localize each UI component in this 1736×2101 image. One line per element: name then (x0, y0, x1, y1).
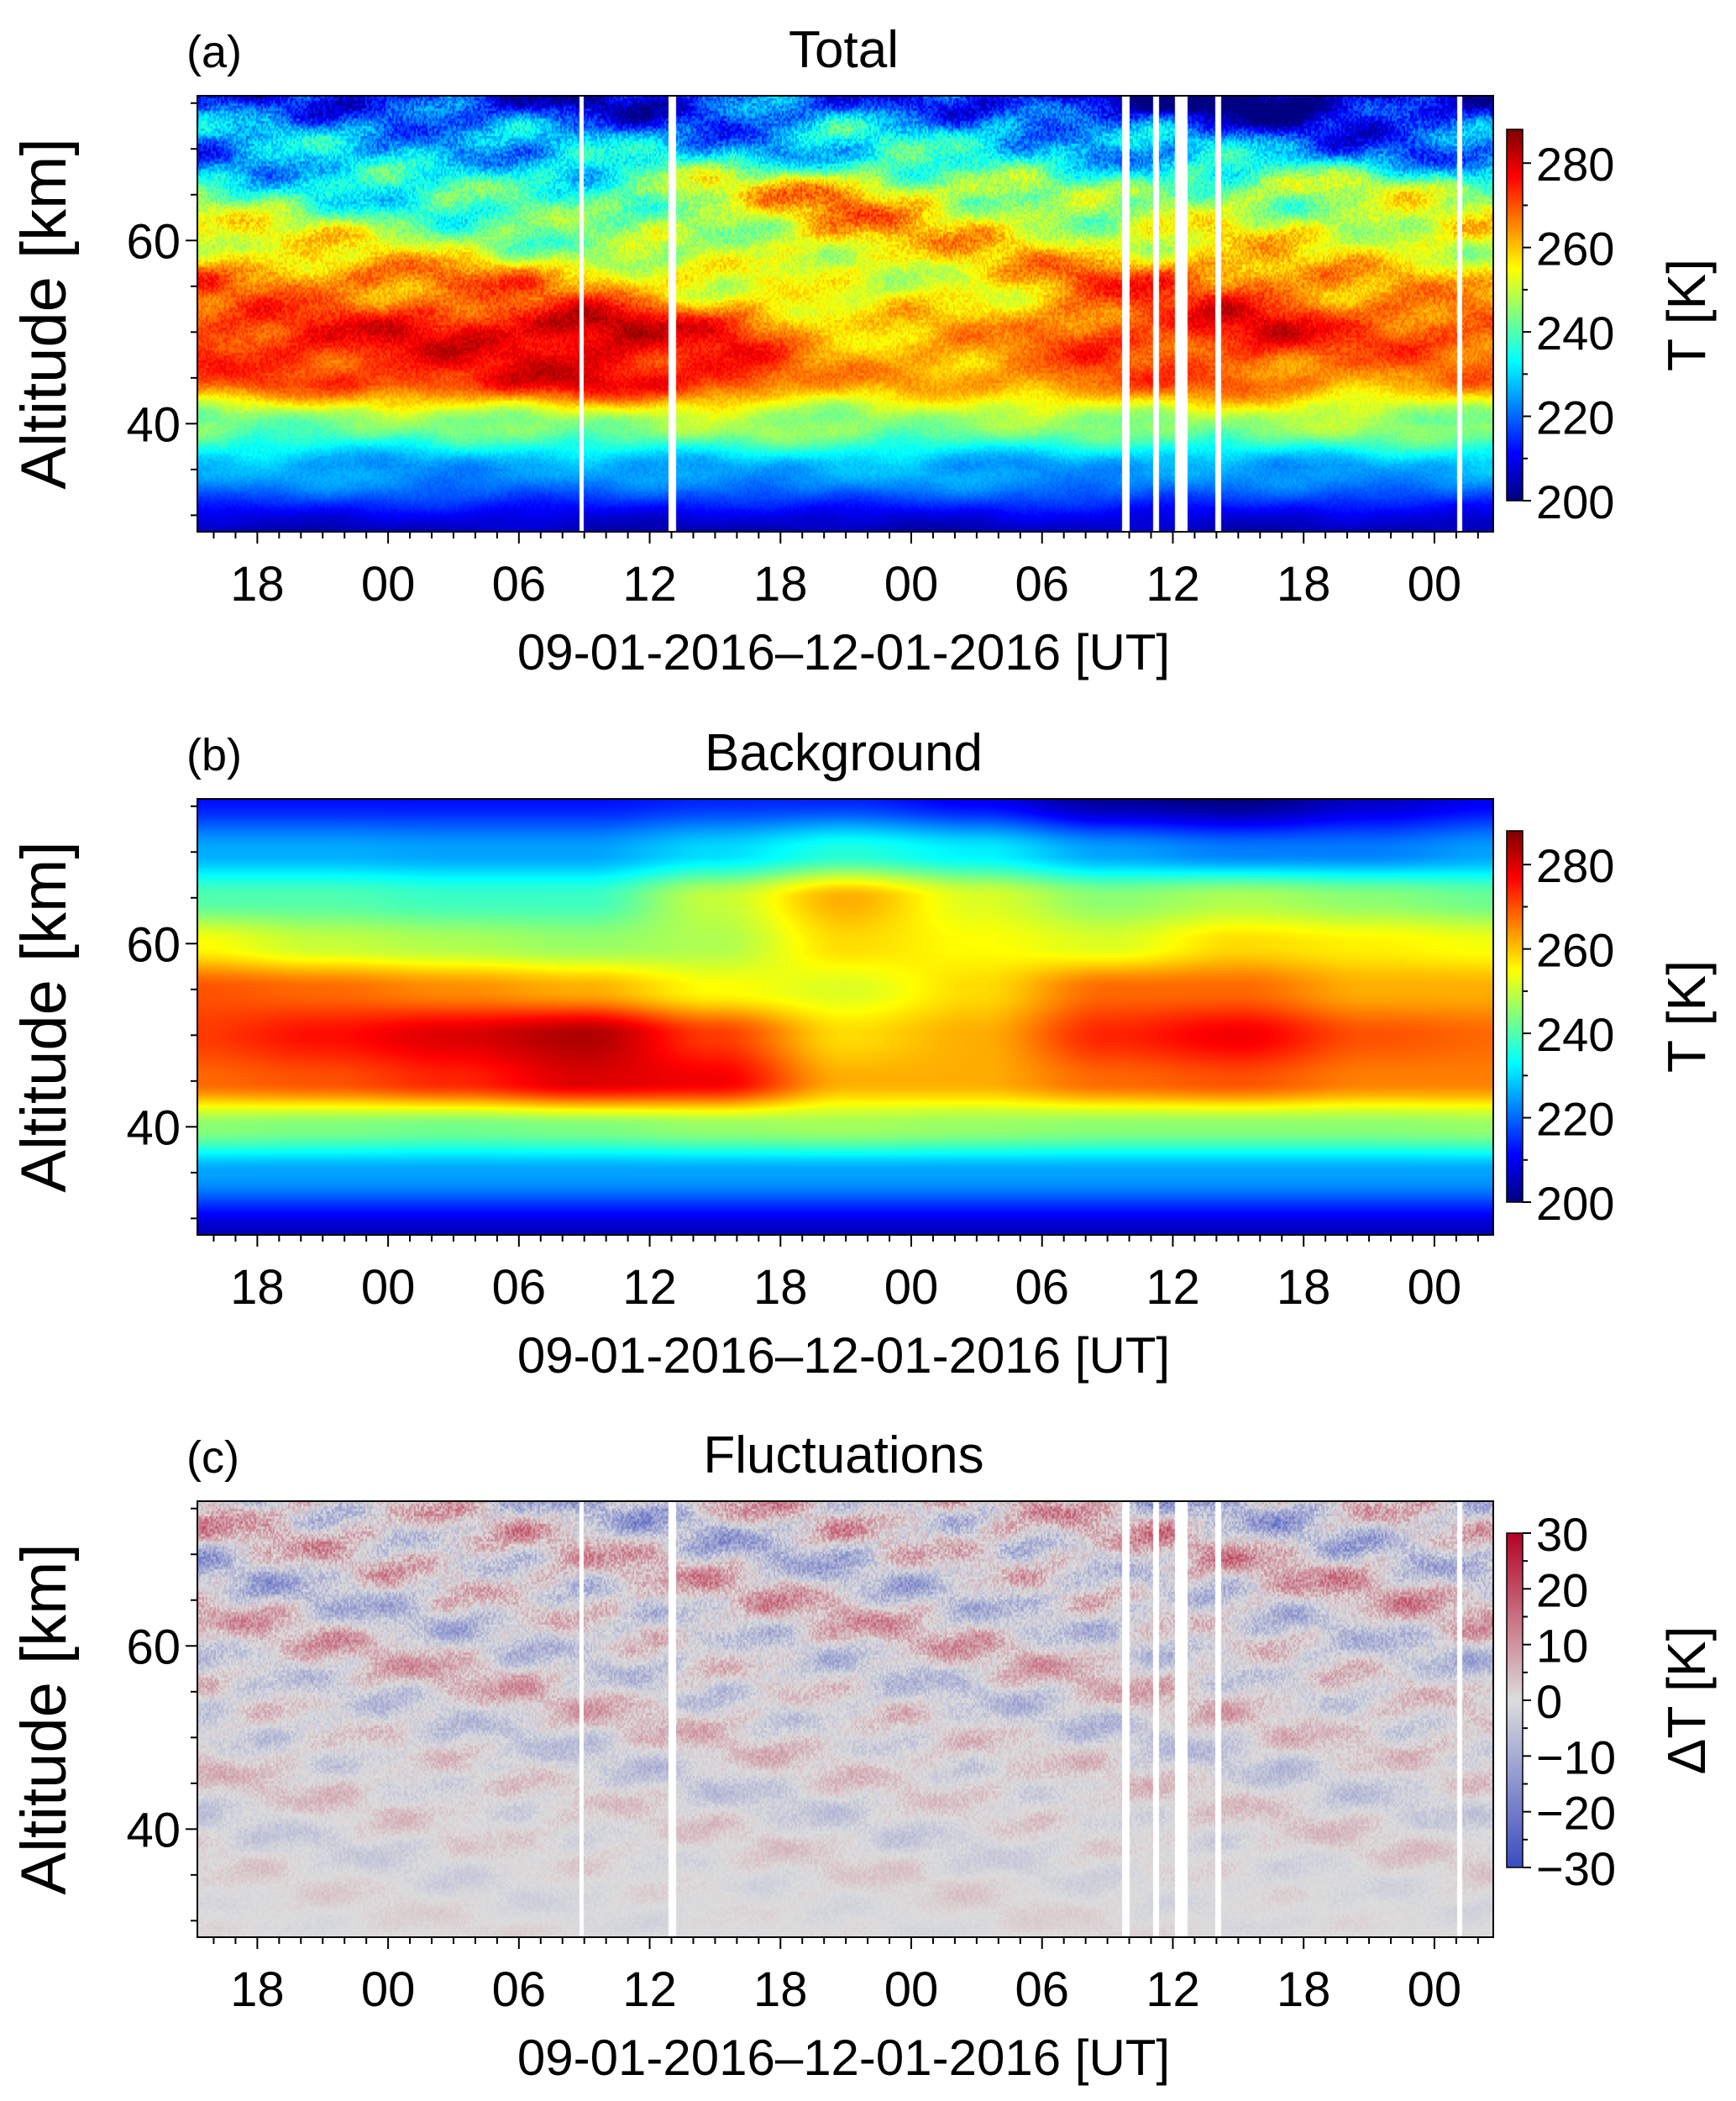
y-tick-label: 40 (126, 1803, 181, 1857)
x-tick-label: 18 (1277, 1962, 1331, 2017)
panel-b: (b) Background 18 00 06 12 18 00 06 12 18 00 09-01-2… (8, 724, 1717, 1384)
panel-title: Fluctuations (703, 1426, 983, 1484)
x-tick-label: 00 (1408, 1260, 1462, 1315)
y-tick-label: 40 (126, 397, 181, 452)
plot-frame (197, 95, 1494, 533)
x-tick-label: 06 (1015, 1260, 1069, 1315)
heatmap-fluctuations (197, 1501, 1493, 1937)
colorbar-background (1507, 831, 1523, 1202)
x-tick-label: 12 (622, 557, 677, 612)
colorbar-frame (1506, 129, 1524, 502)
y-tick-label: 60 (126, 214, 181, 269)
colorbar-tick-label: 0 (1536, 1675, 1562, 1728)
panel-label: (a) (186, 27, 242, 77)
y-axis-label: Altitude [km] (8, 138, 80, 489)
x-tick-label: 06 (492, 1962, 547, 2017)
x-tick-label: 00 (361, 1260, 416, 1315)
colorbar-tick-label: 280 (1536, 839, 1614, 892)
x-tick-label: 12 (1146, 1962, 1200, 2017)
colorbar-tick-label: −20 (1536, 1787, 1616, 1840)
x-tick-label: 18 (230, 557, 285, 612)
x-tick-label: 12 (622, 1260, 677, 1315)
x-tick-label: 18 (753, 1962, 808, 2017)
x-tick-label: 06 (1015, 1962, 1069, 2017)
x-tick-label: 12 (1146, 1260, 1200, 1315)
panel-label: (b) (186, 730, 242, 780)
panel-title: Background (705, 724, 983, 782)
y-axis-label: Altitude [km] (8, 841, 80, 1192)
x-axis-label: 09-01-2016–12-01-2016 [UT] (517, 1327, 1170, 1384)
y-tick-label: 60 (126, 917, 181, 972)
x-tick-label: 12 (622, 1962, 677, 2017)
colorbar-tick-label: 200 (1536, 1177, 1614, 1230)
colorbar-label: T [K] (1656, 960, 1717, 1073)
x-tick-label: 18 (230, 1260, 285, 1315)
colorbar-tick-label: 20 (1536, 1563, 1588, 1616)
y-tick-label: 60 (126, 1620, 181, 1674)
x-tick-label: 18 (753, 1260, 808, 1315)
x-tick-label: 18 (230, 1962, 285, 2017)
x-tick-label: 00 (884, 1260, 939, 1315)
colorbar-tick-label: 240 (1536, 1008, 1614, 1061)
heatmap-total (197, 96, 1493, 532)
y-tick-label: 40 (126, 1100, 181, 1155)
plot-frame (197, 798, 1494, 1236)
colorbar-fluctuations (1507, 1533, 1523, 1867)
x-tick-label: 06 (1015, 557, 1069, 612)
colorbar-frame (1506, 1532, 1524, 1868)
colorbar-label: ΔT [K] (1656, 1626, 1717, 1775)
colorbar-tick-label: 200 (1536, 475, 1614, 528)
x-tick-label: 00 (884, 557, 939, 612)
colorbar-tick-label: 30 (1536, 1508, 1588, 1561)
x-tick-label: 18 (1277, 557, 1331, 612)
x-tick-label: 12 (1146, 557, 1200, 612)
colorbar-tick-label: 280 (1536, 138, 1614, 191)
colorbar-tick-label: 240 (1536, 307, 1614, 360)
panel-title: Total (789, 21, 899, 79)
x-axis-label: 09-01-2016–12-01-2016 [UT] (517, 624, 1170, 680)
x-tick-label: 00 (884, 1962, 939, 2017)
panel-c: (c) Fluctuations 18 00 06 12 18 00 06 12 18 00 09-01… (8, 1426, 1717, 2086)
panel-a: (a) Total 18 00 06 12 18 00 06 12 18 00 09-01-2016–1… (8, 21, 1717, 680)
colorbar-tick-label: −30 (1536, 1842, 1616, 1895)
colorbar-label: T [K] (1656, 259, 1717, 371)
colorbar-tick-label: 260 (1536, 223, 1614, 276)
x-tick-label: 00 (361, 1962, 416, 2017)
x-tick-label: 06 (492, 1260, 547, 1315)
plot-frame (197, 1500, 1494, 1938)
colorbar-tick-label: 260 (1536, 924, 1614, 977)
x-tick-label: 18 (753, 557, 808, 612)
x-tick-label: 00 (1408, 557, 1462, 612)
heatmap-background (197, 799, 1493, 1235)
y-axis-label: Altitude [km] (8, 1543, 80, 1894)
colorbar-tick-label: 220 (1536, 391, 1614, 444)
panel-label: (c) (186, 1432, 239, 1483)
colorbar-tick-label: −10 (1536, 1731, 1616, 1783)
x-tick-label: 00 (1408, 1962, 1462, 2017)
colorbar-tick-label: 220 (1536, 1093, 1614, 1146)
x-tick-label: 18 (1277, 1260, 1331, 1315)
x-tick-label: 06 (492, 557, 547, 612)
colorbar-frame (1506, 830, 1524, 1203)
colorbar-tick-label: 10 (1536, 1620, 1588, 1673)
x-axis-label: 09-01-2016–12-01-2016 [UT] (517, 2030, 1170, 2086)
colorbar-total (1507, 129, 1523, 501)
x-tick-label: 00 (361, 557, 416, 612)
